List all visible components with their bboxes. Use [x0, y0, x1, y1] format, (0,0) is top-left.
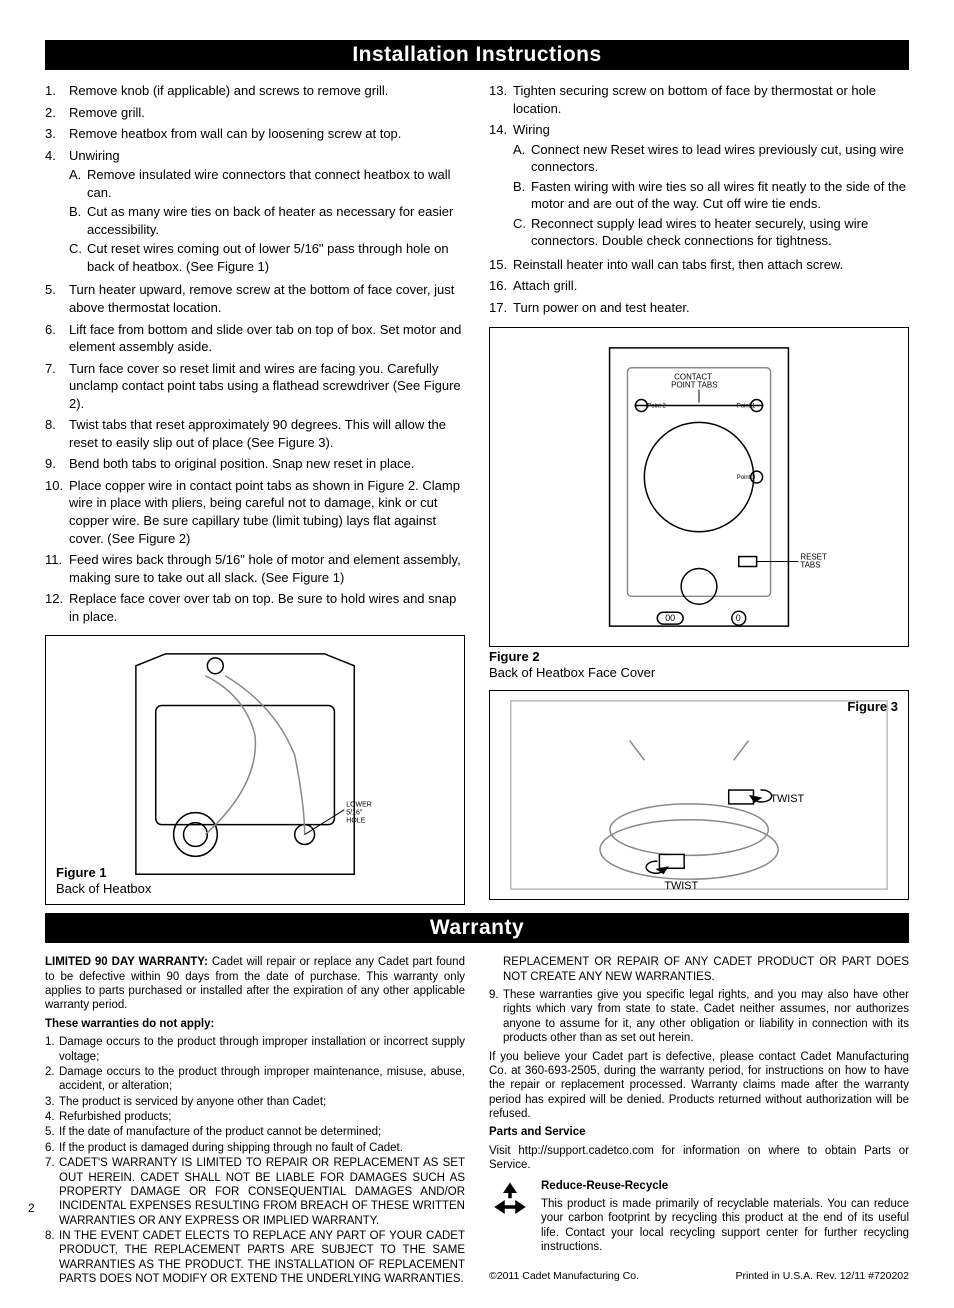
- warranty-list-item: 5.If the date of manufacture of the prod…: [45, 1125, 465, 1139]
- install-col-left: 1.Remove knob (if applicable) and screws…: [45, 82, 465, 905]
- svg-text:HOLE: HOLE: [346, 818, 365, 825]
- list-item: 1.Remove knob (if applicable) and screws…: [45, 82, 465, 100]
- page-number: 2: [28, 1201, 35, 1215]
- list-item: 10.Place copper wire in contact point ta…: [45, 477, 465, 547]
- svg-text:Point 1: Point 1: [737, 403, 756, 409]
- list-item: 6.Lift face from bottom and slide over t…: [45, 321, 465, 356]
- warranty-list-item: 6.If the product is damaged during shipp…: [45, 1141, 465, 1155]
- sub-list-item: A.Remove insulated wire connectors that …: [69, 166, 465, 201]
- list-item: 14.WiringA.Connect new Reset wires to le…: [489, 121, 909, 252]
- warranty-noapply-header: These warranties do not apply:: [45, 1017, 465, 1031]
- warranty-list-item: 1.Damage occurs to the product through i…: [45, 1035, 465, 1064]
- warranty-intro: LIMITED 90 DAY WARRANTY: Cadet will repa…: [45, 955, 465, 1013]
- warranty-list-item: 3.The product is serviced by anyone othe…: [45, 1095, 465, 1109]
- figure-2: CONTACT POINT TABS Point 2 Point 1 Point…: [489, 327, 909, 647]
- warranty-item-9: 9.These warranties give you specific leg…: [489, 988, 909, 1046]
- sub-list-item: A.Connect new Reset wires to lead wires …: [513, 141, 909, 176]
- install-list-right: 13.Tighten securing screw on bottom of f…: [489, 82, 909, 317]
- sub-list: A.Remove insulated wire connectors that …: [69, 166, 465, 275]
- install-col-right: 13.Tighten securing screw on bottom of f…: [489, 82, 909, 905]
- list-item: 7.Turn face cover so reset limit and wir…: [45, 360, 465, 413]
- warranty-cont: REPLACEMENT OR REPAIR OF ANY CADET PRODU…: [489, 955, 909, 984]
- warranty-list-item: 8.IN THE EVENT CADET ELECTS TO REPLACE A…: [45, 1229, 465, 1287]
- svg-text:TWIST: TWIST: [770, 793, 804, 805]
- svg-text:TWIST: TWIST: [664, 880, 698, 892]
- recycle-header: Reduce-Reuse-Recycle: [541, 1179, 909, 1193]
- fig1-hole-label: LOWER: [346, 802, 371, 809]
- recycle-row: Reduce-Reuse-Recycle This product is mad…: [489, 1179, 909, 1259]
- list-item: 3.Remove heatbox from wall can by loosen…: [45, 125, 465, 143]
- figure-2-svg: CONTACT POINT TABS Point 2 Point 1 Point…: [490, 328, 908, 646]
- svg-text:5/16": 5/16": [346, 810, 363, 817]
- list-item: 5.Turn heater upward, remove screw at th…: [45, 281, 465, 316]
- list-item: 9.Bend both tabs to original position. S…: [45, 455, 465, 473]
- svg-text:Point 2: Point 2: [647, 403, 666, 409]
- parts-text: Visit http://support.cadetco.com for inf…: [489, 1144, 909, 1173]
- svg-text:Point 3: Point 3: [737, 475, 756, 481]
- svg-text:POINT TABS: POINT TABS: [671, 380, 717, 389]
- warranty-list-item: 4.Refurbished products;: [45, 1110, 465, 1124]
- list-item: 8.Twist tabs that reset approximately 90…: [45, 416, 465, 451]
- warranty-list-item: 2.Damage occurs to the product through i…: [45, 1065, 465, 1094]
- install-columns: 1.Remove knob (if applicable) and screws…: [45, 82, 909, 905]
- list-item: 12.Replace face cover over tab on top. B…: [45, 590, 465, 625]
- figure-3: Figure 3 TWIST TWIST: [489, 690, 909, 900]
- figure-1: LOWER 5/16" HOLE Figure 1 Back of Heatbo…: [45, 635, 465, 905]
- warranty-noapply-list: 1.Damage occurs to the product through i…: [45, 1035, 465, 1286]
- figure-1-caption: Figure 1 Back of Heatbox: [56, 865, 151, 899]
- warranty-columns: LIMITED 90 DAY WARRANTY: Cadet will repa…: [45, 955, 909, 1287]
- list-item: 13.Tighten securing screw on bottom of f…: [489, 82, 909, 117]
- sub-list: A.Connect new Reset wires to lead wires …: [513, 141, 909, 250]
- svg-text:TABS: TABS: [800, 560, 820, 569]
- recycle-icon: [489, 1179, 531, 1221]
- warranty-contact: If you believe your Cadet part is defect…: [489, 1050, 909, 1122]
- figure-3-label: Figure 3: [847, 699, 898, 714]
- sub-list-item: B.Cut as many wire ties on back of heate…: [69, 203, 465, 238]
- footer: ©2011 Cadet Manufacturing Co. Printed in…: [489, 1270, 909, 1283]
- install-list-left: 1.Remove knob (if applicable) and screws…: [45, 82, 465, 625]
- parts-header: Parts and Service: [489, 1125, 909, 1139]
- recycle-text: This product is made primarily of recycl…: [541, 1197, 909, 1255]
- figure-3-svg: TWIST TWIST: [490, 691, 908, 899]
- list-item: 17.Turn power on and test heater.: [489, 299, 909, 317]
- warranty-col-left: LIMITED 90 DAY WARRANTY: Cadet will repa…: [45, 955, 465, 1287]
- list-item: 16.Attach grill.: [489, 277, 909, 295]
- sub-list-item: C.Cut reset wires coming out of lower 5/…: [69, 240, 465, 275]
- svg-text:0: 0: [736, 613, 741, 623]
- list-item: 4.UnwiringA.Remove insulated wire connec…: [45, 147, 465, 278]
- figure-2-caption: Figure 2 Back of Heatbox Face Cover: [489, 649, 909, 683]
- list-item: 15.Reinstall heater into wall can tabs f…: [489, 256, 909, 274]
- warranty-col-right: REPLACEMENT OR REPAIR OF ANY CADET PRODU…: [489, 955, 909, 1287]
- list-item: 11.Feed wires back through 5/16" hole of…: [45, 551, 465, 586]
- footer-copyright: ©2011 Cadet Manufacturing Co.: [489, 1270, 639, 1283]
- sub-list-item: C.Reconnect supply lead wires to heater …: [513, 215, 909, 250]
- warranty-list-item: 7.CADET'S WARRANTY IS LIMITED TO REPAIR …: [45, 1156, 465, 1228]
- sub-list-item: B.Fasten wiring with wire ties so all wi…: [513, 178, 909, 213]
- section-header-install: Installation Instructions: [45, 40, 909, 70]
- section-header-warranty: Warranty: [45, 913, 909, 943]
- svg-text:00: 00: [665, 613, 675, 623]
- list-item: 2.Remove grill.: [45, 104, 465, 122]
- footer-rev: Printed in U.S.A. Rev. 12/11 #720202: [735, 1270, 909, 1283]
